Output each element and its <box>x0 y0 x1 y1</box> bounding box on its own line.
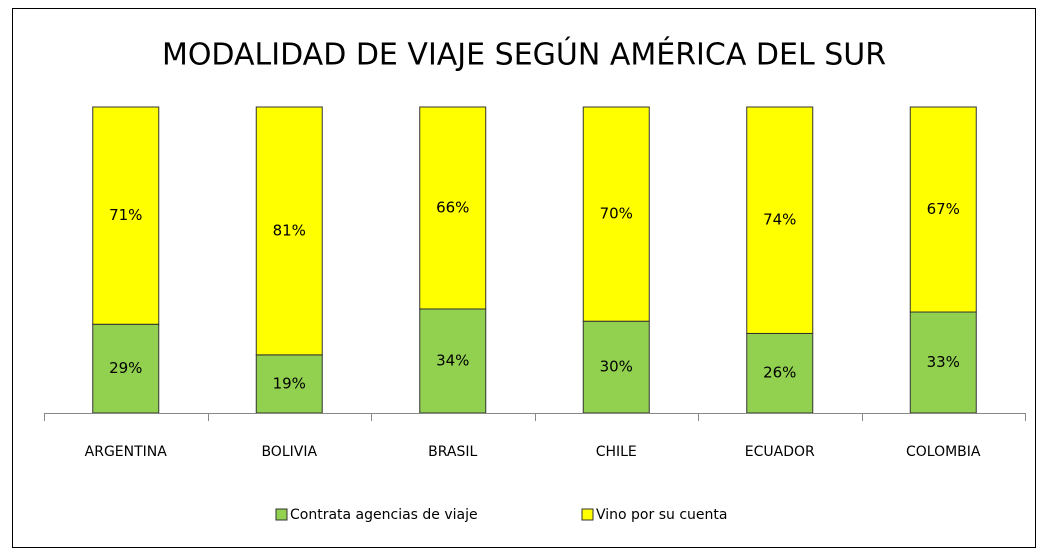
bar-segment <box>582 106 650 322</box>
data-label: 19% <box>273 374 306 392</box>
x-tick-label: ARGENTINA <box>85 444 168 460</box>
bar-segment <box>255 106 323 356</box>
x-tick-label: ECUADOR <box>745 444 815 460</box>
data-label: 26% <box>763 364 796 382</box>
x-tick-label: CHILE <box>596 444 637 460</box>
data-label: 70% <box>600 205 633 223</box>
data-label: 81% <box>273 221 306 239</box>
data-label: 74% <box>763 211 796 229</box>
data-label: 71% <box>109 206 142 224</box>
x-tick-label: BRASIL <box>428 444 477 460</box>
data-label: 66% <box>436 198 469 216</box>
x-tick-label: COLOMBIA <box>906 444 981 460</box>
data-label: 29% <box>109 359 142 377</box>
chart-frame <box>12 8 1036 548</box>
data-label: 30% <box>600 358 633 376</box>
bar-segment <box>909 311 977 414</box>
legend-swatch <box>275 508 288 521</box>
legend-label: Vino por su cuenta <box>596 507 727 523</box>
bar-segment <box>419 106 487 310</box>
bar-segment <box>419 308 487 414</box>
bar-segment <box>92 323 160 414</box>
legend-label: Contrata agencias de viaje <box>290 507 478 523</box>
x-tick-label: BOLIVIA <box>261 444 317 460</box>
bar-segment <box>92 106 160 325</box>
bar-segment <box>746 106 814 334</box>
data-label: 67% <box>927 200 960 218</box>
bar-segment <box>909 106 977 313</box>
data-label: 33% <box>927 353 960 371</box>
chart-title: MODALIDAD DE VIAJE SEGÚN AMÉRICA DEL SUR <box>162 36 886 73</box>
data-label: 34% <box>436 351 469 369</box>
legend-swatch <box>581 508 594 521</box>
